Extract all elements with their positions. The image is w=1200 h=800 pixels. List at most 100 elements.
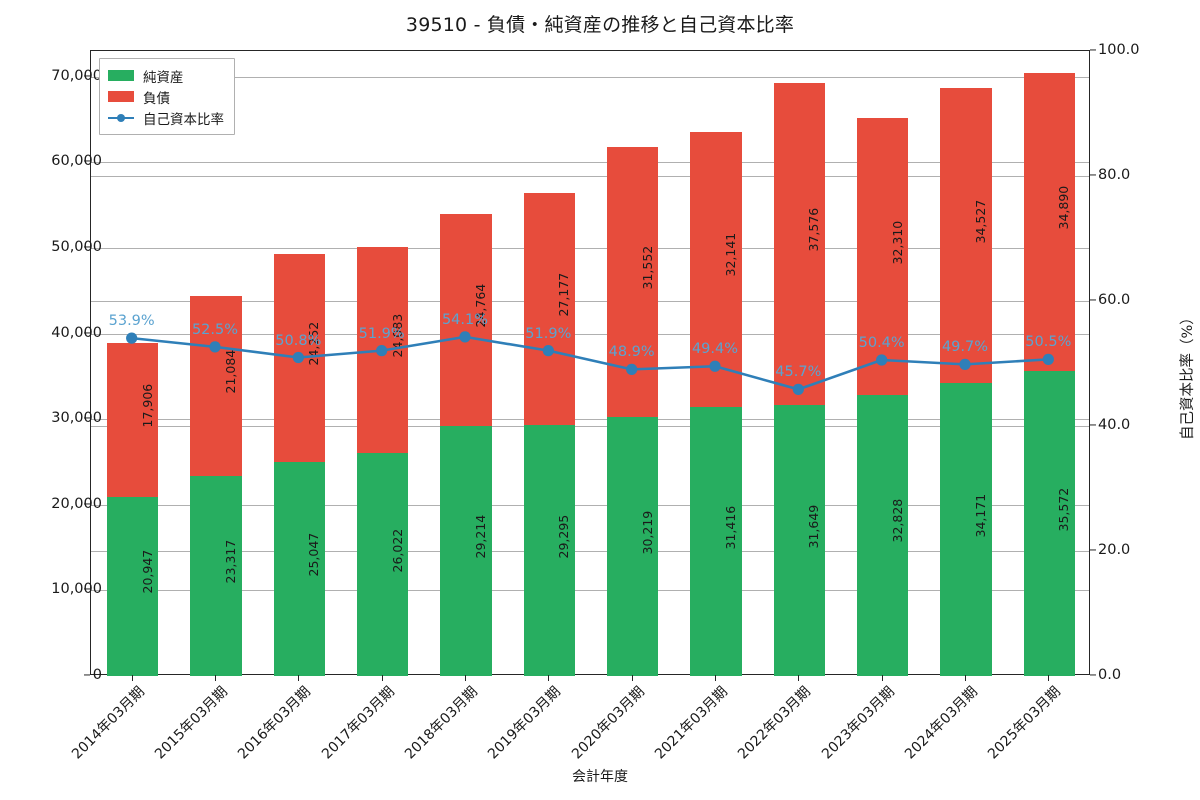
bar-value-label: 29,295 [556,514,572,559]
x-axis-tick-mark [965,675,967,681]
y-axis-left-tick: 60,000 [51,153,102,170]
y-axis-left-tick-mark [84,160,90,162]
y-axis-right-tick: 60.0 [1098,292,1131,308]
y-axis-left-tick-mark [84,417,90,419]
bar-segment-liabilities[interactable]: 37,576 [773,83,826,406]
plot-area: 20,947 17,906 23,317 21,084 25,047 24,252 26,0… [90,50,1090,676]
bar-segment-net-assets[interactable]: 20,947 [106,496,159,676]
y-axis-left-tick-mark [84,75,90,77]
bar-value-label: 20,947 [139,550,155,594]
bar-segment-net-assets[interactable]: 35,572 [1023,371,1076,676]
y-axis-right-tick-mark [1090,424,1096,426]
bar-segment-liabilities[interactable]: 32,310 [856,118,909,395]
y-axis-right-tick: 100.0 [1098,42,1140,58]
gridline [91,419,1089,421]
legend-swatch-green [108,70,134,81]
gridline [91,176,1089,177]
bar-value-label: 23,317 [222,539,238,584]
x-axis-tick-mark [381,675,383,681]
x-axis-tick-mark [548,675,550,681]
y-axis-left-tick: 40,000 [51,324,102,341]
bar-segment-liabilities[interactable]: 31,552 [606,147,659,418]
y-axis-right-tick-mark [1090,549,1096,551]
x-axis-tick-mark [298,675,300,681]
x-axis-tick-label: 2019年03月期 [485,683,565,763]
bar-segment-net-assets[interactable]: 32,828 [856,394,909,676]
x-axis-tick-label: 2025年03月期 [985,683,1065,763]
x-axis-tick-label: 2021年03月期 [652,683,731,763]
bar-segment-net-assets[interactable]: 31,416 [690,407,742,676]
x-axis-tick-mark [631,675,633,681]
y-axis-left-tick-mark [84,246,90,248]
y-axis-right-tick: 80.0 [1098,167,1131,183]
y-axis-right-tick: 20.0 [1098,542,1131,558]
bar-segment-net-assets[interactable]: 29,214 [440,425,492,676]
bar-segment-net-assets[interactable]: 30,219 [606,417,659,676]
bar-segment-net-assets[interactable]: 23,317 [190,476,242,676]
y-axis-right-tick: 40.0 [1098,417,1131,433]
gridline [91,504,1089,506]
legend-label-net-assets: 純資産 [143,69,184,86]
bar-value-label: 30,219 [639,510,655,555]
legend-item-net-assets: 純資産 [108,65,224,86]
y-axis-left-tick: 30,000 [51,410,102,427]
bar-segment-liabilities[interactable]: 34,890 [1023,72,1076,372]
bar-value-label: 37,576 [806,207,822,252]
gridline [91,76,1089,78]
y-axis-right-tick-mark [1090,49,1096,51]
equity-ratio-value-label: 50.4% [858,335,905,351]
y-axis-left-tick-mark [84,588,90,590]
chart-legend: 純資産 負債 自己資本比率 [99,58,235,135]
x-axis-label: 会計年度 [572,769,628,785]
gridline [91,247,1089,249]
bar-segment-net-assets[interactable]: 34,171 [940,383,992,676]
bar-value-label: 21,084 [222,349,238,394]
bar-value-label: 34,527 [972,199,988,244]
x-axis-tick-label: 2020年03月期 [568,683,648,763]
bar-value-label: 32,141 [722,233,738,277]
y-axis-left-tick: 0 [92,667,102,683]
bar-segment-liabilities[interactable]: 34,527 [940,87,992,384]
x-axis-tick-mark [131,675,133,681]
legend-swatch-red [108,91,134,102]
equity-ratio-value-label: 50.5% [1025,334,1072,351]
y-axis-right-tick: 0.0 [1098,667,1122,683]
bar-value-label: 32,310 [889,220,905,265]
legend-item-equity-ratio: 自己資本比率 [108,107,224,128]
gridline [91,333,1089,335]
x-axis-tick-label: 2023年03月期 [818,683,898,763]
x-axis-tick-mark [1048,675,1050,681]
x-axis-tick-label: 2018年03月期 [402,683,481,763]
bar-value-label: 34,890 [1056,185,1072,230]
bar-value-label: 31,649 [806,504,822,548]
equity-ratio-value-label: 50.8% [275,332,322,349]
y-axis-left-tick: 50,000 [51,238,102,255]
x-axis-tick-label: 2022年03月期 [735,683,815,763]
equity-ratio-value-label: 48.9% [608,344,655,361]
equity-ratio-value-label: 45.7% [775,364,822,381]
bar-segment-net-assets[interactable]: 26,022 [356,453,409,676]
bar-segment-net-assets[interactable]: 31,649 [773,405,826,676]
bar-segment-liabilities[interactable]: 32,141 [690,131,742,408]
y-axis-right-tick-mark [1090,674,1096,676]
bar-segment-liabilities[interactable]: 24,252 [273,253,326,462]
bar-segment-liabilities[interactable]: 24,083 [356,247,409,454]
bar-segment-net-assets[interactable]: 29,295 [523,425,576,676]
equity-ratio-value-label: 52.5% [191,321,239,338]
equity-ratio-value-label: 51.9% [525,325,572,342]
legend-line-marker-icon [108,111,134,125]
bar-segment-net-assets[interactable]: 25,047 [273,461,326,676]
bar-value-label: 25,047 [306,532,322,577]
y-axis-left-tick: 20,000 [51,495,102,512]
y-axis-left-tick-mark [84,503,90,505]
y-axis-left-tick: 70,000 [51,67,102,84]
bar-value-label: 34,171 [972,493,988,538]
legend-label-equity-ratio: 自己資本比率 [143,111,224,128]
y-axis-right-tick-mark [1090,174,1096,176]
bar-segment-liabilities[interactable]: 17,906 [106,343,159,497]
x-axis-tick-mark [215,675,217,681]
bar-value-label: 26,022 [389,528,405,573]
bar-segment-liabilities[interactable]: 27,177 [523,192,576,426]
y-axis-right-tick-mark [1090,299,1096,301]
